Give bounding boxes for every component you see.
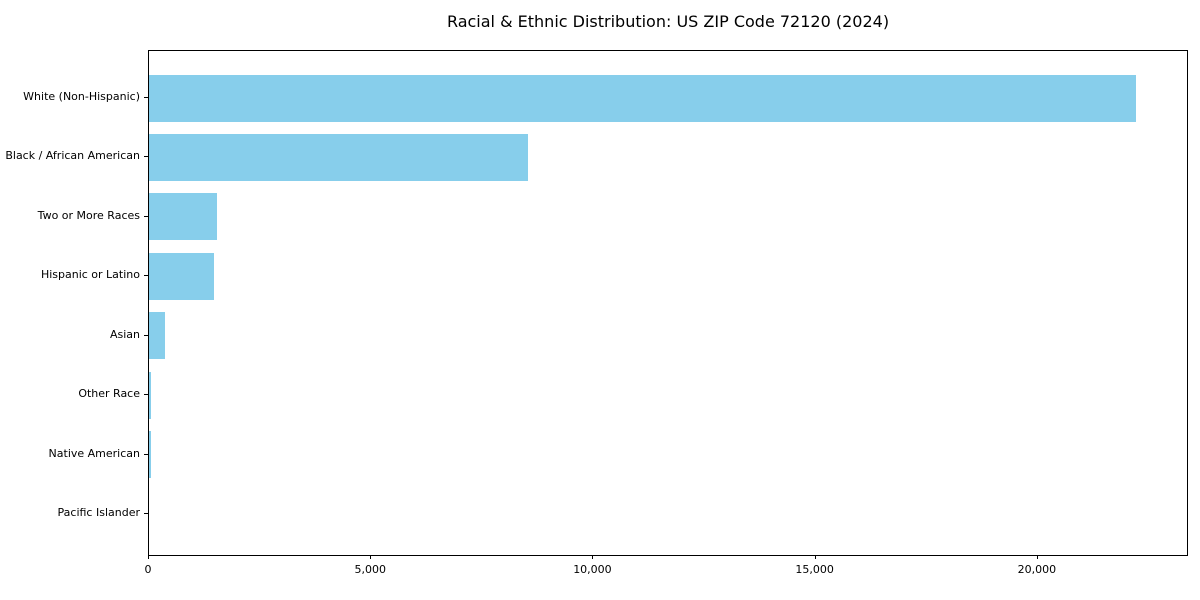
y-axis-label: Black / African American: [5, 149, 140, 163]
y-axis-label: Hispanic or Latino: [40, 268, 140, 282]
bar-white-non-hispanic: [149, 74, 1136, 122]
x-tick-mark: [1036, 555, 1038, 559]
bar-hispanic-or-latino: [149, 252, 215, 300]
bar-asian: [149, 312, 165, 360]
y-tick-mark: [144, 275, 148, 277]
y-axis-label: Pacific Islander: [57, 506, 140, 519]
x-tick-label: 0: [144, 563, 152, 576]
y-axis-label: Native American: [48, 446, 140, 460]
bar-black-african-american: [149, 133, 528, 181]
y-axis-label: Asian: [109, 327, 140, 341]
y-axis-label: Two or More Races: [37, 208, 140, 222]
x-tick-label: 15,000: [795, 563, 834, 576]
bar-two-or-more-races: [149, 193, 217, 241]
x-tick-mark: [592, 555, 594, 559]
y-tick-mark: [144, 513, 148, 514]
y-tick-mark: [144, 156, 148, 158]
y-tick-mark: [144, 215, 148, 217]
x-tick-mark: [148, 555, 149, 559]
x-tick-label: 5,000: [354, 563, 386, 576]
y-axis-label: White (Non-Hispanic): [23, 90, 140, 103]
x-tick-label: 10,000: [573, 563, 612, 576]
x-tick-label: 20,000: [1017, 563, 1057, 576]
y-axis-label: Other Race: [78, 387, 140, 401]
y-tick-mark: [144, 394, 148, 396]
x-tick-mark: [814, 555, 816, 559]
bar-native-american: [149, 431, 152, 479]
plot-area: [148, 50, 1188, 556]
chart-title: Racial & Ethnic Distribution: US ZIP Cod…: [446, 12, 890, 31]
bar-other-race: [149, 371, 151, 419]
y-tick-mark: [144, 97, 148, 98]
x-tick-mark: [370, 555, 372, 559]
y-tick-mark: [144, 453, 148, 455]
y-tick-mark: [144, 334, 148, 336]
